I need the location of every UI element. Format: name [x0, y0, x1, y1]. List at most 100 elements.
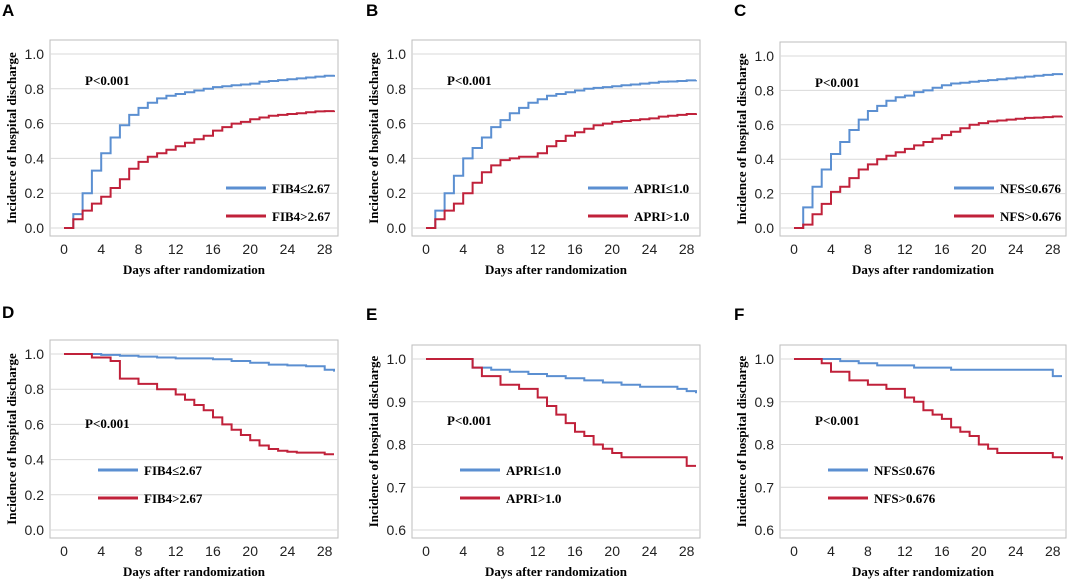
y-tick-label: 0.2 [387, 185, 407, 201]
x-tick-label: 0 [60, 241, 68, 257]
y-tick-label: 0.4 [387, 150, 407, 166]
p-value: P<0.001 [447, 73, 492, 88]
series-line-low-risk [794, 358, 1062, 378]
x-tick-label: 28 [1045, 543, 1061, 559]
x-tick-label: 0 [790, 543, 798, 559]
legend-label: NFS>0.676 [874, 491, 936, 506]
legend-label: APRI>1.0 [634, 209, 689, 224]
legend-label: APRI>1.0 [506, 491, 561, 506]
x-tick-label: 8 [135, 241, 143, 257]
series-line-low-risk [426, 358, 697, 394]
y-tick-label: 0.4 [25, 150, 45, 166]
y-tick-label: 0.2 [25, 487, 45, 503]
x-tick-label: 8 [497, 543, 505, 559]
y-tick-label: 0.2 [755, 186, 775, 202]
x-tick-label: 8 [864, 241, 872, 257]
legend-label: APRI≤1.0 [506, 463, 561, 478]
x-axis-label: Days after randomization [123, 262, 266, 277]
x-tick-label: 16 [205, 241, 221, 257]
y-axis-label: Incidence of hospital discharge [734, 356, 749, 528]
x-tick-label: 28 [317, 241, 333, 257]
y-tick-label: 0.6 [755, 522, 775, 538]
y-tick-label: 0.0 [25, 220, 45, 236]
y-tick-label: 1.0 [387, 351, 407, 367]
y-axis-label: Incidence of hospital discharge [4, 353, 19, 525]
y-tick-label: 0.4 [755, 151, 775, 167]
x-tick-label: 4 [827, 241, 835, 257]
y-tick-label: 0.7 [387, 479, 407, 495]
plot-frame [49, 39, 339, 237]
plot-frame [779, 41, 1067, 237]
legend-label: NFS>0.676 [1000, 209, 1062, 224]
y-tick-label: 0.6 [25, 116, 45, 132]
panel-letter: B [366, 1, 378, 20]
panel-letter: C [734, 1, 746, 20]
legend-label: APRI≤1.0 [634, 181, 689, 196]
legend-label: FIB4>2.67 [272, 209, 331, 224]
y-tick-label: 0.6 [755, 117, 775, 133]
panel-C: C 0.0 0.2 0.4 0.6 0.8 1.0 0 4 8 12 16 20 24 28 Days aft… [734, 1, 1067, 277]
x-tick-label: 4 [459, 543, 467, 559]
p-value: P<0.001 [447, 413, 492, 428]
x-tick-label: 12 [168, 543, 184, 559]
series-line-high-risk [64, 110, 335, 229]
x-tick-label: 28 [1045, 241, 1061, 257]
p-value: P<0.001 [85, 73, 130, 88]
x-tick-label: 4 [459, 241, 467, 257]
x-tick-label: 20 [971, 543, 987, 559]
panel-B: B 0.0 0.2 0.4 0.6 0.8 1.0 0 4 8 12 16 20 24 28 Days aft… [366, 1, 701, 277]
y-tick-label: 0.7 [755, 479, 775, 495]
series-line-high-risk [794, 358, 1063, 460]
x-tick-label: 8 [864, 543, 872, 559]
p-value: P<0.001 [85, 416, 130, 431]
y-tick-label: 1.0 [755, 48, 775, 64]
panel-letter: F [734, 305, 744, 324]
x-tick-label: 12 [530, 241, 546, 257]
y-tick-label: 0.8 [755, 82, 775, 98]
series-line-low-risk [64, 74, 335, 229]
y-tick-label: 0.8 [387, 437, 407, 453]
series-line-high-risk [64, 353, 334, 456]
x-tick-label: 8 [135, 543, 143, 559]
panel-D: D 0.0 0.2 0.4 0.6 0.8 1.0 0 4 8 12 16 20 24 28 Days aft… [2, 303, 339, 579]
y-tick-label: 0.6 [387, 116, 407, 132]
plot-frame [779, 344, 1067, 539]
x-tick-label: 16 [934, 543, 950, 559]
y-axis-label: Incidence of hospital discharge [734, 53, 749, 225]
x-axis-label: Days after randomization [852, 262, 995, 277]
y-tick-label: 0.8 [387, 81, 407, 97]
x-tick-label: 12 [897, 241, 913, 257]
y-tick-label: 0.8 [755, 437, 775, 453]
p-value: P<0.001 [815, 413, 860, 428]
legend-label: NFS≤0.676 [874, 463, 935, 478]
series-line-high-risk [426, 113, 697, 229]
y-tick-label: 0.8 [25, 81, 45, 97]
series-line-low-risk [64, 353, 335, 372]
x-tick-label: 4 [97, 241, 105, 257]
y-axis-label: Incidence of hospital discharge [366, 52, 381, 224]
y-tick-label: 1.0 [387, 46, 407, 62]
legend-label: FIB4≤2.67 [272, 181, 331, 196]
x-tick-label: 24 [280, 543, 296, 559]
x-tick-label: 20 [971, 241, 987, 257]
x-tick-label: 28 [679, 241, 695, 257]
series-line-high-risk [794, 115, 1063, 229]
panel-E: E 0.6 0.7 0.8 0.9 1.0 0 4 8 12 16 20 24 28 Days after … [366, 305, 701, 579]
x-tick-label: 12 [897, 543, 913, 559]
x-tick-label: 20 [604, 543, 620, 559]
y-tick-label: 0.9 [387, 394, 407, 410]
plot-frame [411, 344, 701, 539]
legend-label: FIB4>2.67 [144, 491, 203, 506]
y-tick-label: 1.0 [25, 46, 45, 62]
series-line-low-risk [426, 79, 697, 229]
y-tick-label: 0.6 [25, 416, 45, 432]
x-tick-label: 4 [827, 543, 835, 559]
x-tick-label: 24 [642, 241, 658, 257]
panel-A: A 0.0 0.2 0.4 0.6 0.8 1.0 0 4 8 12 16 20 24 28 Days aft… [2, 1, 339, 277]
x-tick-label: 0 [422, 543, 430, 559]
x-tick-label: 16 [567, 543, 583, 559]
x-axis-label: Days after randomization [852, 564, 995, 579]
p-value: P<0.001 [815, 75, 860, 90]
x-tick-label: 0 [790, 241, 798, 257]
